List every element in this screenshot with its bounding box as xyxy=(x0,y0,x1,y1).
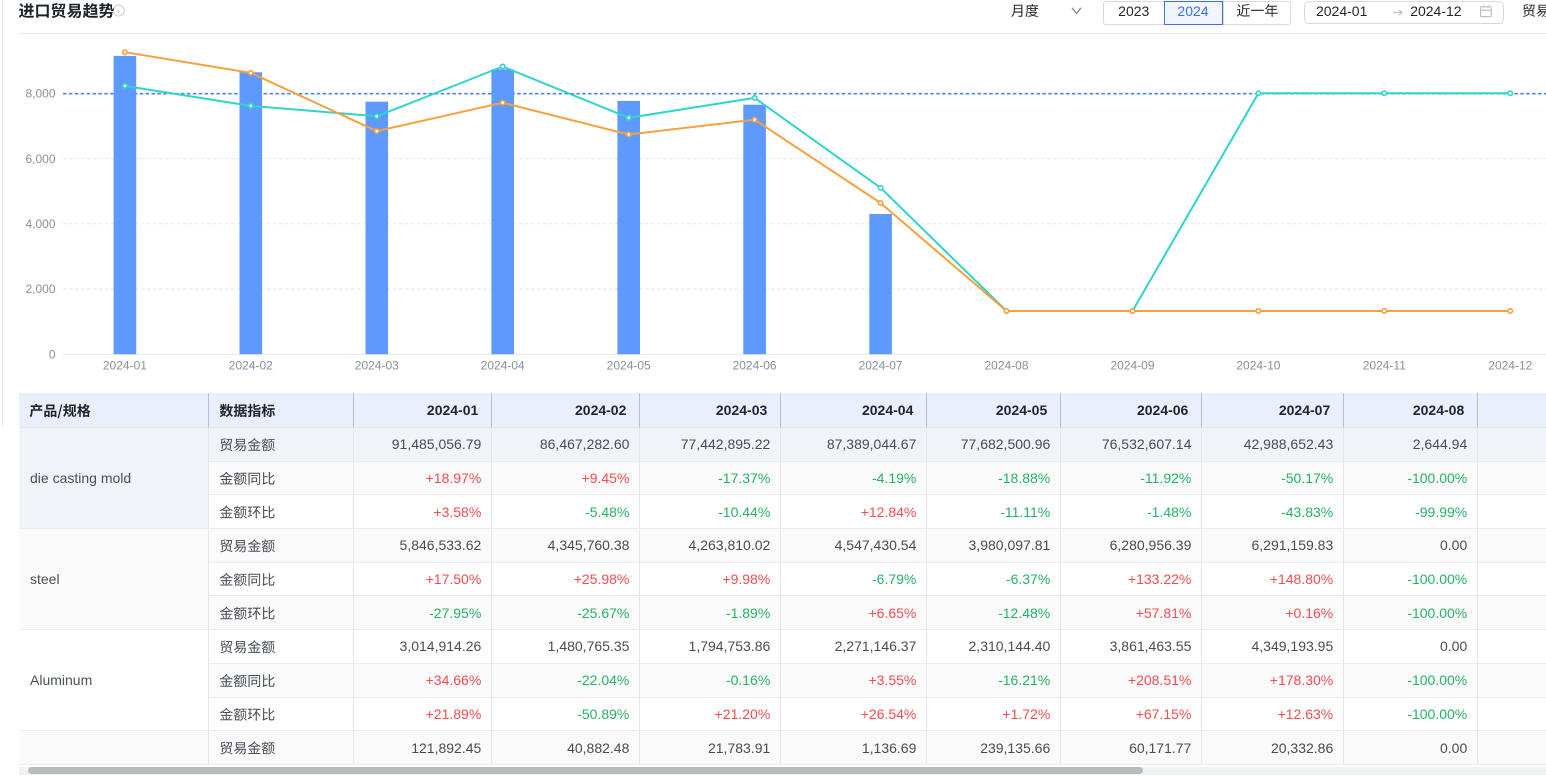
svg-text:8,000: 8,000 xyxy=(25,87,55,101)
svg-text:6,000: 6,000 xyxy=(25,152,55,166)
svg-text:2024-04: 2024-04 xyxy=(481,359,525,373)
svg-text:2024-06: 2024-06 xyxy=(733,359,777,373)
svg-text:2024-02: 2024-02 xyxy=(229,359,273,373)
svg-text:2,000: 2,000 xyxy=(25,282,55,296)
svg-text:2024-09: 2024-09 xyxy=(1110,359,1154,373)
svg-text:2024-07: 2024-07 xyxy=(859,359,903,373)
svg-text:2024-11: 2024-11 xyxy=(1363,359,1406,373)
svg-text:2024-08: 2024-08 xyxy=(984,359,1028,373)
svg-text:2024-10: 2024-10 xyxy=(1236,359,1280,373)
svg-text:2024-03: 2024-03 xyxy=(355,359,399,373)
svg-text:2024-05: 2024-05 xyxy=(607,359,651,373)
svg-text:0: 0 xyxy=(49,347,56,361)
svg-text:2024-01: 2024-01 xyxy=(103,359,147,373)
svg-text:4,000: 4,000 xyxy=(25,217,55,231)
svg-text:2024-12: 2024-12 xyxy=(1488,359,1532,373)
